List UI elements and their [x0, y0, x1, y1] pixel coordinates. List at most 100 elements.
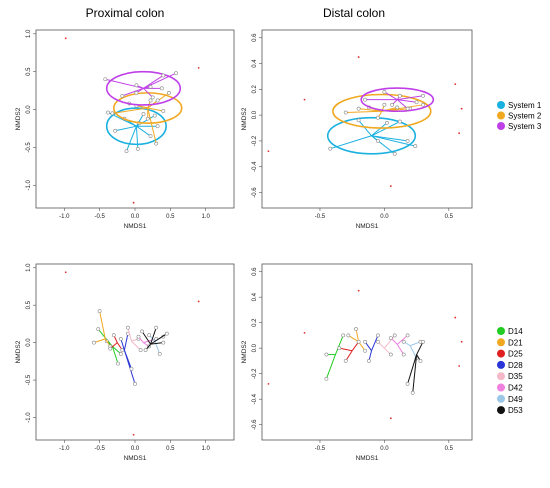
sample-point — [161, 73, 166, 78]
sample-point — [405, 139, 410, 143]
y-tick-label: -0.6 — [252, 419, 258, 430]
outlier-point — [389, 417, 392, 420]
sample-point — [390, 102, 395, 107]
legend-label: D42 — [508, 384, 523, 393]
y-tick-label: -1.0 — [26, 412, 32, 423]
y-axis-label: NMDS2 — [15, 340, 22, 363]
sample-point — [120, 93, 125, 98]
x-tick-label: 0.0 — [131, 446, 140, 452]
outlier-point — [197, 66, 200, 69]
sample-point — [376, 333, 380, 338]
legend-swatch — [497, 360, 505, 369]
sample-point — [152, 113, 157, 118]
sample-point — [376, 115, 380, 120]
sample-point — [324, 352, 329, 357]
sample-point — [134, 90, 139, 95]
spider-line — [330, 135, 372, 150]
y-tick-label: 1.0 — [26, 29, 32, 38]
sample-point — [155, 98, 160, 103]
confidence-ellipse — [326, 116, 417, 155]
plot-frame — [261, 263, 473, 441]
spider-line — [135, 113, 144, 127]
group-d42 — [388, 333, 410, 357]
title-distal-colon: Distal colon — [323, 6, 385, 20]
spider-line — [93, 338, 106, 344]
confidence-ellipse — [105, 70, 182, 106]
sample-point — [418, 359, 423, 363]
y-tick-label: 0.6 — [252, 33, 258, 42]
legend-swatch — [497, 338, 505, 347]
spider-line — [150, 342, 164, 345]
legend-label: D21 — [508, 338, 523, 347]
sample-point — [363, 339, 367, 344]
legend-label: D28 — [508, 361, 523, 370]
spider-line — [126, 126, 137, 152]
panel-proximal-day: -1.0 -0.5 0.0 0.5 1.0 1.0 0.5 0.0 -0.5 -1.0 NMDS1 N… — [15, 263, 235, 462]
x-tick-label: -1.0 — [59, 446, 70, 452]
sample-point — [382, 102, 387, 107]
y-tick-label: 0.2 — [252, 85, 258, 94]
x-tick-label: -0.5 — [315, 214, 326, 220]
group-d53 — [405, 339, 425, 395]
group-system-3 — [360, 87, 435, 113]
sample-point — [96, 327, 101, 332]
x-tick-label: 0.0 — [131, 214, 140, 220]
group-d14 — [96, 327, 123, 366]
y-tick-label: -0.6 — [252, 187, 258, 198]
outlier-point — [357, 289, 360, 292]
sample-point — [136, 334, 141, 339]
sample-point — [341, 333, 346, 338]
y-tick-label: -0.4 — [252, 161, 258, 172]
x-axis-label: NMDS1 — [124, 223, 147, 230]
plot-frame — [261, 29, 473, 209]
legend-label: System 3 — [508, 122, 542, 131]
y-tick-label: -0.4 — [252, 393, 258, 404]
x-tick-label: 0.5 — [166, 214, 175, 220]
x-tick-label: 1.0 — [202, 446, 211, 452]
outlier-point — [460, 340, 463, 343]
sample-point — [103, 77, 108, 82]
legend-label: D49 — [508, 395, 523, 404]
spider-line — [143, 75, 164, 89]
x-tick-label: -1.0 — [59, 214, 70, 220]
legend-label: D25 — [508, 350, 523, 359]
sample-point — [106, 110, 111, 115]
outlier-point — [132, 433, 135, 436]
plot-panels: -1.0 -0.5 0.0 0.5 1.0 1.0 0.5 0.0 -0.5 -1.0 NMDS1 N… — [15, 29, 473, 462]
y-tick-label: 0.2 — [252, 318, 258, 327]
x-axis-label: NMDS1 — [356, 223, 379, 230]
sample-point — [388, 352, 393, 357]
spider-line — [127, 327, 132, 342]
outlier-point — [454, 83, 457, 86]
spider-line — [115, 125, 137, 132]
sample-point — [392, 151, 397, 156]
panel-proximal-system: -1.0 -0.5 0.0 0.5 1.0 1.0 0.5 0.0 -0.5 -1.0 NMDS1 N… — [15, 29, 235, 230]
sample-point — [164, 331, 169, 336]
spider-line — [131, 340, 142, 351]
legend-day: D14 D21 D25 D28 D35 D42 D49 D53 — [497, 327, 523, 415]
sample-point — [392, 333, 397, 338]
sample-point — [363, 348, 367, 353]
y-tick-label: 0.4 — [252, 59, 258, 68]
spider-line — [120, 338, 125, 351]
sample-point — [113, 128, 118, 133]
sample-point — [410, 390, 415, 395]
sample-point — [141, 112, 146, 116]
legend-label: D53 — [508, 406, 523, 415]
panel-distal-system: -0.5 0.0 0.5 0.6 0.4 0.2 0.0 -0.2 -0.4 -0.6 NMDS1 N… — [241, 29, 473, 230]
group-d21 — [92, 309, 113, 349]
y-tick-label: -0.2 — [252, 368, 258, 379]
group-system-1 — [105, 107, 167, 154]
sample-point — [337, 346, 342, 351]
sample-point — [147, 333, 152, 338]
y-axis-label: NMDS2 — [241, 107, 248, 130]
outlier-point — [267, 150, 270, 153]
spider-line — [397, 99, 417, 103]
spider-line — [147, 107, 164, 112]
sample-point — [397, 119, 402, 124]
spider-line — [150, 333, 168, 345]
spider-line — [348, 334, 359, 343]
sample-point — [397, 93, 402, 98]
sample-point — [111, 333, 116, 338]
outlier-point — [389, 185, 392, 187]
